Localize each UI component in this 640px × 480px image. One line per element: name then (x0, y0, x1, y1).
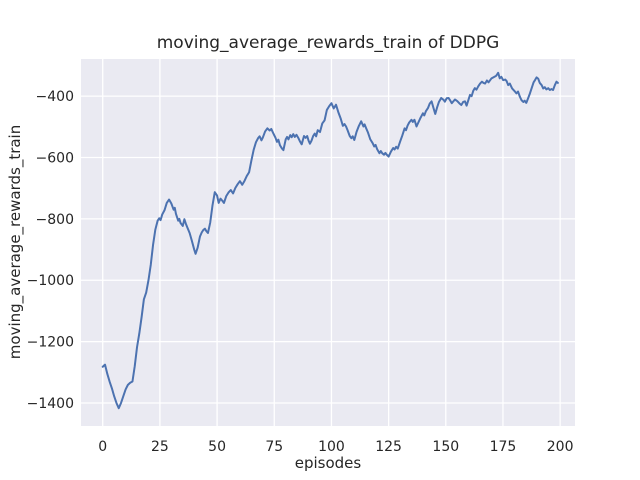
chart-title: moving_average_rewards_train of DDPG (157, 33, 500, 53)
y-axis-tick-labels: −400 −600 −800 −1000 −1200 −1400 (27, 89, 74, 412)
moving-average-reward-line (101, 71, 559, 410)
y-tick-label: −1000 (27, 273, 74, 289)
x-tick-label: 0 (98, 439, 107, 455)
x-tick-label: 100 (318, 439, 345, 455)
y-axis-label: moving_average_rewards_train (6, 125, 25, 359)
x-tick-label: 50 (208, 439, 226, 455)
x-tick-label: 150 (432, 439, 459, 455)
y-tick-label: −400 (36, 89, 74, 105)
y-tick-label: −1400 (27, 396, 74, 412)
x-tick-label: 75 (265, 439, 283, 455)
gridlines (81, 59, 575, 426)
x-tick-label: 200 (547, 439, 574, 455)
x-tick-label: 175 (490, 439, 517, 455)
x-tick-label: 125 (375, 439, 402, 455)
y-tick-label: −600 (36, 151, 74, 167)
x-axis-tick-labels: 0 25 50 75 100 125 150 175 200 (98, 439, 573, 455)
y-tick-label: −800 (36, 212, 74, 228)
x-axis-label: episodes (295, 454, 362, 472)
x-tick-label: 25 (151, 439, 169, 455)
y-tick-label: −1200 (27, 335, 74, 351)
plot-background (81, 59, 575, 426)
